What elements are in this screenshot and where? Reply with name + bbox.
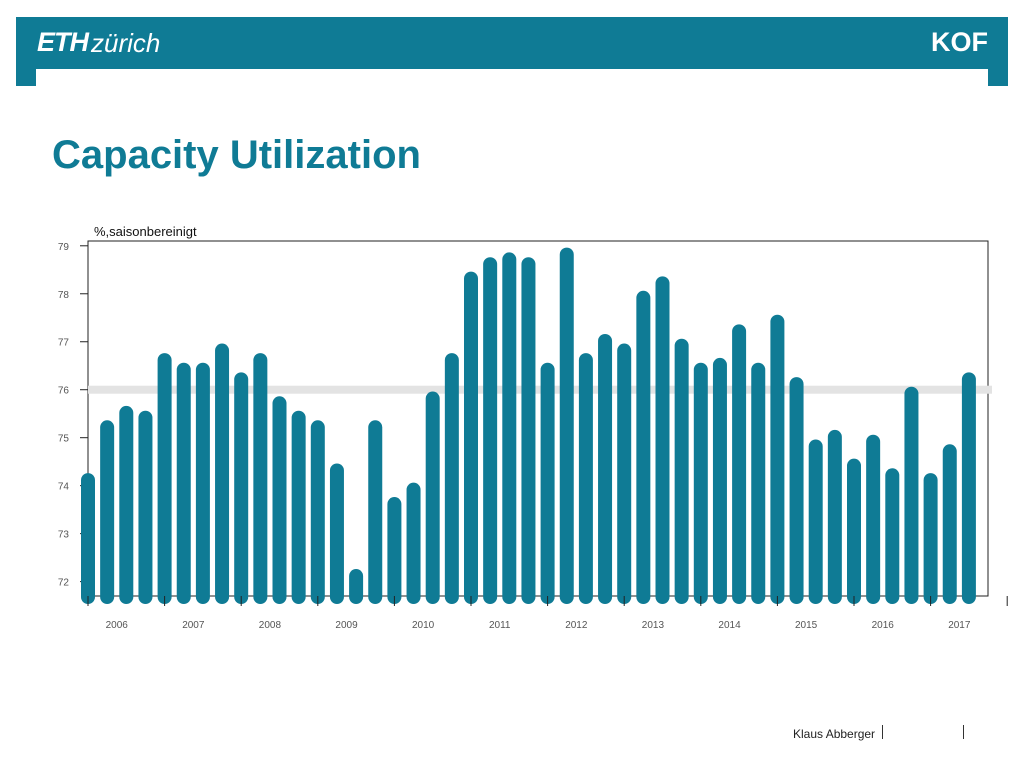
bar [138,410,153,604]
bar [310,420,325,604]
x-tick-label: 2015 [795,620,818,631]
bar [483,257,498,604]
x-tick-label: 2013 [642,620,665,631]
bar [732,324,747,604]
bar [157,353,172,604]
x-tick-label: 2009 [335,620,358,631]
footer-author: Klaus Abberger [793,727,876,741]
y-tick-label: 77 [58,338,70,349]
header-banner [16,17,1008,69]
chart-unit-label: %,saisonbereinigt [94,224,197,239]
bar [578,353,593,604]
x-tick-label: 2012 [565,620,588,631]
bar [272,396,287,604]
bar [406,482,421,604]
y-tick-label: 79 [58,242,70,253]
bar [693,362,708,604]
bar [234,372,249,604]
bar [674,338,689,604]
bar [961,372,976,604]
bar [751,362,766,604]
header-banner-right-tab [988,69,1008,86]
bar [540,362,555,604]
bar [425,391,440,604]
x-tick-label: 2010 [412,620,435,631]
slide-title: Capacity Utilization [52,133,421,177]
bar [521,257,536,604]
header-banner-left-tab [16,69,36,86]
bar [368,420,383,604]
bar [387,497,402,604]
bar [329,463,344,604]
bar [866,434,881,604]
y-tick-label: 76 [58,386,70,397]
bar [885,468,900,604]
bar [195,362,210,604]
bar [176,362,191,604]
bar [923,473,938,604]
bar [827,429,842,604]
x-tick-label: 2008 [259,620,282,631]
bar [464,271,478,604]
plot-frame [87,240,989,597]
x-tick-label: 2006 [106,620,129,631]
x-tick-label: 2007 [182,620,205,631]
kof-logo: KOF [931,27,988,57]
bar [100,420,115,604]
y-tick-label: 73 [58,530,70,541]
bar [444,353,459,604]
bar [655,276,670,604]
bar [119,405,134,604]
reference-line-76 [88,385,992,394]
x-tick-label: 2014 [718,620,741,631]
y-tick-label: 75 [58,434,70,445]
bar [808,439,823,604]
x-tick-label: 2016 [872,620,895,631]
bar [559,247,574,604]
bar [847,458,861,604]
x-tick-label: 2011 [489,620,511,631]
bar [253,353,268,604]
bar [789,377,804,604]
bar [598,333,613,604]
bar [904,386,919,604]
eth-logo-mark: ETH [37,27,89,57]
footer-separator [882,725,883,739]
bar [712,357,727,604]
y-tick-label: 72 [58,578,70,589]
eth-logo-city: zürich [91,28,161,58]
bar [502,252,517,604]
bar [291,410,306,604]
bar [770,314,785,604]
bar [617,343,632,604]
y-tick-label: 78 [58,290,70,301]
bar [942,444,957,604]
y-tick-label: 74 [58,482,70,493]
bar [349,569,364,604]
x-tick-label: 2017 [948,620,971,631]
footer-separator [963,725,964,739]
bar [81,473,95,604]
bar [215,343,230,604]
bar [636,290,651,604]
